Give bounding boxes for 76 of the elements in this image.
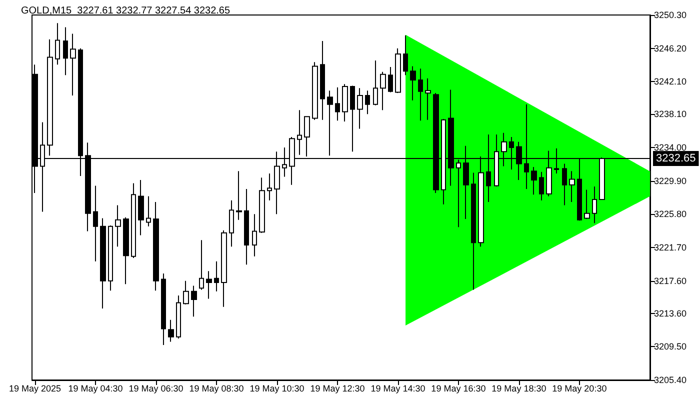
candlestick [123,216,129,285]
x-tick-label: 19 May 16:30 [431,384,486,394]
candlestick [47,38,53,156]
candlestick [312,62,318,120]
y-tick-label: 3213.60 [654,308,687,318]
candlestick [55,22,60,66]
candlestick [403,34,408,76]
candlestick [531,166,537,196]
chart-title: GOLD,M15 3227.61 3232.77 3227.54 3232.65 [21,6,230,16]
candlestick [131,182,136,259]
candlestick [373,60,378,106]
candlestick [146,196,151,227]
candlestick [214,260,219,292]
candlestick [327,90,333,156]
candlestick [365,90,370,115]
candlestick [168,319,174,342]
y-tick-label: 3217.60 [654,276,687,286]
candlestick [297,110,302,156]
y-tick-label: 3221.70 [654,242,687,252]
y-tick-label: 3234.00 [654,142,687,153]
x-tick-label: 19 May 12:30 [310,384,365,394]
candlestick [138,180,144,236]
x-tick-label: 19 May 08:30 [189,384,244,394]
candlestick [108,225,113,292]
candlestick [357,88,363,130]
candlestick [562,163,567,206]
candlestick [183,280,189,305]
y-tick-label: 3209.50 [654,342,687,352]
candlestick [199,240,204,290]
candlestick [335,86,340,122]
ref-line-label: 3232.65 [656,152,696,164]
candlestick [115,204,121,248]
candlestick [380,71,386,111]
candlestick [410,66,416,101]
x-tick-label: 19 May 20:30 [552,384,607,394]
candlestick [350,85,355,152]
y-tick-label: 3250.30 [654,10,687,20]
y-tick-label: 3242.10 [654,76,687,87]
candlestick [320,40,325,120]
x-tick-label: 19 May 14:30 [370,384,426,394]
candlestick [395,48,401,94]
y-tick-label: 3246.20 [654,43,687,54]
candlestick [100,218,106,309]
candlestick [191,285,197,318]
x-tick-label: 19 May 18:30 [492,384,546,394]
candlestick [161,273,166,346]
candlestick [267,173,272,201]
candlestick [259,177,265,234]
candlestick [244,188,249,266]
candlestick [425,78,431,120]
y-tick-label: 3225.80 [654,209,687,220]
y-tick-label: 3205.40 [654,375,687,385]
candlestick [584,189,590,220]
candlestick [229,200,234,248]
candlestick [342,84,348,122]
candlestick [252,214,257,257]
x-tick-label: 19 May 06:30 [128,384,184,394]
candlestick [63,26,68,76]
x-tick-label: 19 May 10:30 [250,384,304,394]
candlestick [592,186,597,224]
candlestick [176,294,181,340]
candlestick [70,33,76,96]
candlestick [93,185,98,262]
candlestick [539,171,544,201]
candlestick [221,230,227,308]
x-tick-label: 19 May 04:30 [68,384,123,394]
candlestick [236,170,242,220]
candlestick [471,172,476,290]
candlestick [388,66,393,93]
candlestick [569,170,575,202]
y-tick-label: 3229.90 [654,176,687,186]
candlestick [153,201,159,292]
x-tick-label: 19 May 2025 [9,384,62,394]
y-tick-label: 3238.10 [654,109,687,120]
candlestick [418,68,423,122]
candlestick [206,270,212,300]
